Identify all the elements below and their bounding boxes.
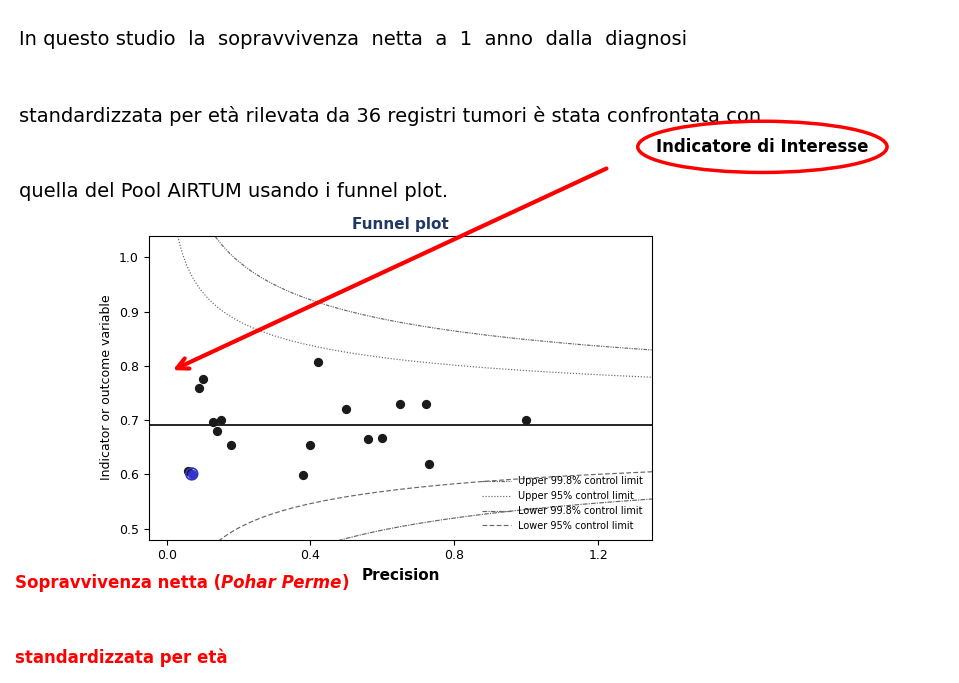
Text: ): ) [341, 574, 349, 591]
Text: Pohar Perme: Pohar Perme [222, 574, 341, 591]
Point [180, 465, 196, 476]
Point [192, 382, 207, 393]
Point [421, 458, 436, 469]
Text: Indicatore di Interesse: Indicatore di Interesse [656, 138, 869, 156]
Point [310, 356, 325, 367]
Text: quella del Pool AIRTUM usando i funnel plot.: quella del Pool AIRTUM usando i funnel p… [19, 182, 448, 201]
Point [295, 469, 311, 480]
Point [195, 374, 210, 385]
Point [209, 426, 224, 436]
Point [223, 439, 239, 450]
Text: In questo studio  la  sopravvivenza  netta  a  1  anno  dalla  diagnosi: In questo studio la sopravvivenza netta … [19, 30, 688, 49]
Text: Sopravvivenza netta (: Sopravvivenza netta ( [15, 574, 222, 591]
Text: standardizzata per età: standardizzata per età [15, 649, 228, 667]
Point [184, 469, 199, 479]
Point [339, 404, 354, 415]
Legend: Upper 99.8% control limit, Upper 95% control limit, Lower 99.8% control limit, L: Upper 99.8% control limit, Upper 95% con… [478, 473, 647, 535]
Y-axis label: Indicator or outcome variable: Indicator or outcome variable [101, 295, 113, 480]
Point [418, 398, 433, 409]
Title: Funnel plot: Funnel plot [352, 217, 449, 232]
X-axis label: Precision: Precision [362, 568, 439, 583]
Point [303, 439, 318, 450]
Point [519, 415, 534, 426]
Point [184, 469, 199, 479]
Point [392, 398, 408, 409]
Point [205, 417, 221, 428]
Point [361, 434, 376, 445]
Text: standardizzata per età rilevata da 36 registri tumori è stata confrontata con: standardizzata per età rilevata da 36 re… [19, 106, 761, 126]
Point [213, 415, 228, 426]
Point [375, 432, 390, 443]
